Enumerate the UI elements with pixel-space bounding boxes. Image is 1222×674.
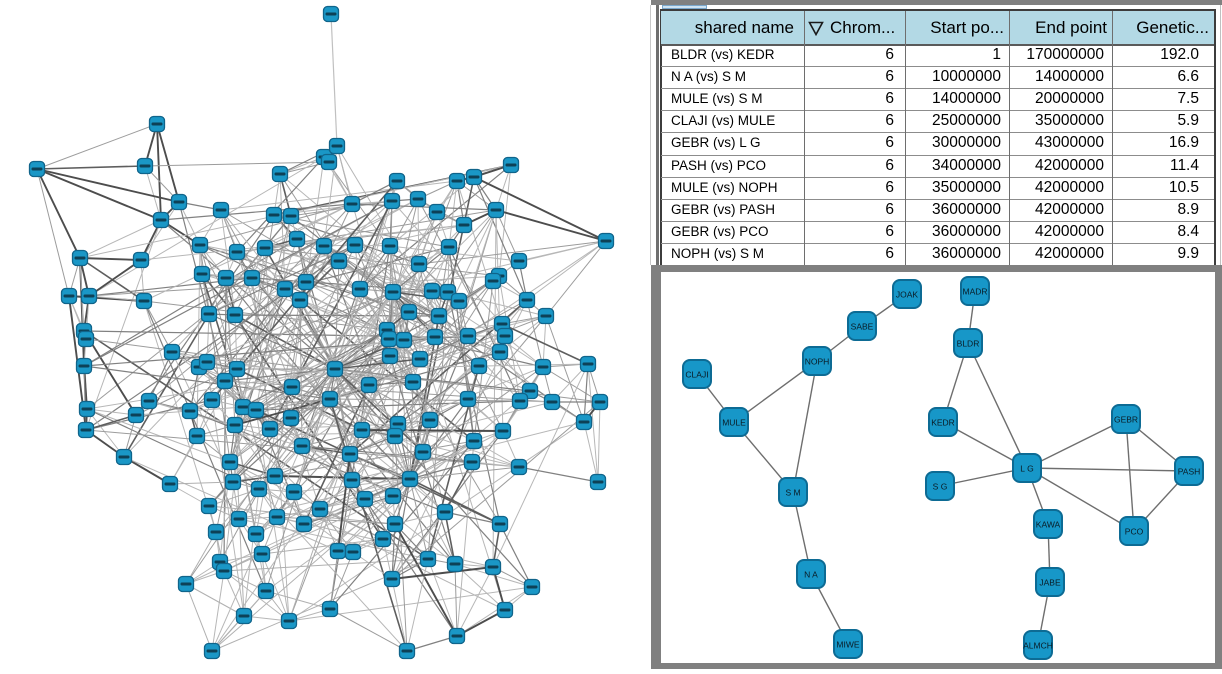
svg-text:GEBR: GEBR bbox=[1114, 415, 1138, 425]
svg-text:KEDR: KEDR bbox=[931, 418, 955, 428]
svg-text:S M: S M bbox=[785, 488, 800, 498]
svg-text:S G: S G bbox=[933, 482, 948, 492]
svg-text:MULE: MULE bbox=[722, 418, 746, 428]
svg-text:JABE: JABE bbox=[1039, 578, 1061, 588]
svg-text:BLDR: BLDR bbox=[957, 339, 980, 349]
svg-text:MIWE: MIWE bbox=[836, 640, 859, 650]
svg-text:N A: N A bbox=[804, 570, 818, 580]
svg-text:SABE: SABE bbox=[851, 322, 874, 332]
svg-text:KAWA: KAWA bbox=[1036, 520, 1061, 530]
svg-text:ALMCH: ALMCH bbox=[1023, 641, 1053, 651]
svg-text:JOAK: JOAK bbox=[896, 290, 919, 300]
svg-text:NOPH: NOPH bbox=[805, 357, 830, 367]
svg-text:MADR: MADR bbox=[962, 287, 987, 297]
svg-text:L G: L G bbox=[1020, 464, 1033, 474]
svg-text:PCO: PCO bbox=[1125, 527, 1144, 537]
svg-text:PASH: PASH bbox=[1178, 467, 1201, 477]
svg-text:CLAJI: CLAJI bbox=[685, 370, 708, 380]
